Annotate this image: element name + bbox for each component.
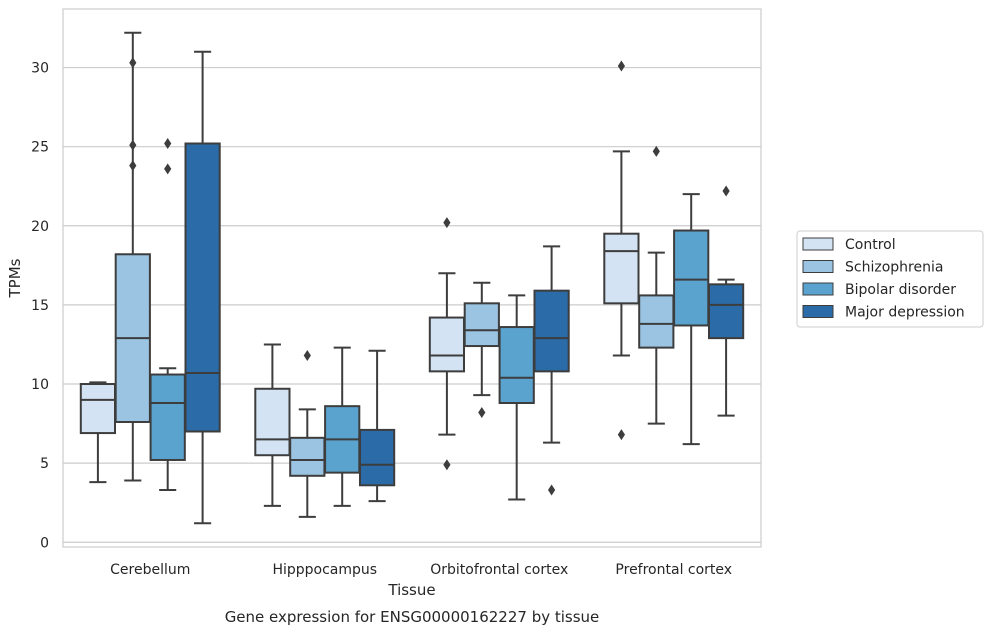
- series-bipolar-disorder: [149, 138, 710, 507]
- outlier-point: [129, 57, 137, 69]
- box: [673, 193, 710, 446]
- y-tick-label: 20: [31, 219, 49, 235]
- legend-item: Major depression: [802, 305, 965, 321]
- y-tick-label: 15: [31, 298, 49, 314]
- y-axis-title: TPMs: [6, 258, 24, 298]
- box-series: [79, 31, 745, 525]
- box: [184, 50, 221, 525]
- box: [428, 217, 466, 471]
- legend-label: Control: [845, 237, 896, 253]
- figure-caption: Gene expression for ENSG00000162227 by t…: [225, 608, 600, 626]
- x-tick-label: Prefrontal cortex: [615, 562, 732, 578]
- outlier-point: [722, 185, 730, 197]
- box: [324, 346, 361, 507]
- legend-swatch: [802, 237, 834, 251]
- series-major-depression: [184, 50, 745, 525]
- y-tick-label: 25: [31, 140, 49, 156]
- x-tick-labels: Cerebellum Hipppocampus Orbitofrontal cort…: [110, 562, 732, 578]
- box-body: [428, 316, 466, 373]
- box-body: [463, 302, 500, 348]
- legend-swatch: [802, 260, 834, 273]
- series-control: [79, 60, 640, 507]
- legend-frame: [796, 230, 984, 328]
- outlier-point: [443, 459, 451, 471]
- box-body: [673, 229, 710, 327]
- box-body: [254, 387, 291, 457]
- y-tick-label: 30: [31, 61, 49, 77]
- box-body: [707, 283, 745, 340]
- legend-item: Bipolar disorder: [802, 282, 956, 298]
- plot-frame: [62, 8, 762, 548]
- outlier-point: [617, 60, 625, 72]
- series-schizophrenia: [114, 31, 675, 518]
- box: [463, 281, 500, 418]
- box: [533, 245, 570, 496]
- box: [603, 60, 640, 441]
- y-tick-label: 5: [40, 456, 49, 472]
- box-body: [358, 428, 396, 487]
- legend-items: Control Schizophrenia Bipolar disorder Majo…: [802, 237, 965, 321]
- outlier-point: [303, 350, 311, 362]
- outlier-point: [652, 145, 660, 157]
- box-body: [289, 436, 326, 477]
- y-tick-label: 10: [31, 377, 49, 393]
- outlier-point: [129, 160, 137, 172]
- outlier-point: [617, 429, 625, 441]
- legend-label: Bipolar disorder: [845, 282, 956, 298]
- legend-swatch: [802, 305, 834, 318]
- box-body: [184, 142, 221, 433]
- legend: Control Schizophrenia Bipolar disorder Majo…: [796, 230, 984, 328]
- x-tick-label: Hipppocampus: [272, 562, 377, 578]
- box: [114, 31, 151, 482]
- box-body: [533, 289, 570, 373]
- x-tick-label: Cerebellum: [110, 562, 190, 578]
- box: [358, 349, 396, 503]
- box: [707, 185, 745, 417]
- legend-swatch: [802, 282, 834, 296]
- outlier-point: [129, 139, 137, 151]
- box-body: [498, 326, 535, 405]
- outlier-point: [443, 217, 451, 229]
- outlier-point: [164, 163, 172, 175]
- y-tick-label: 0: [40, 535, 49, 551]
- box: [498, 294, 535, 501]
- outlier-point: [478, 407, 486, 418]
- x-tick-label: Orbitofrontal cortex: [430, 562, 568, 578]
- y-tick-labels: 0 5 10 15 20 25 30: [31, 61, 49, 552]
- box: [149, 138, 186, 492]
- legend-item: Schizophrenia: [802, 260, 943, 276]
- box-body: [149, 373, 186, 461]
- legend-label: Schizophrenia: [845, 260, 943, 276]
- box: [289, 350, 326, 518]
- box-body: [79, 383, 117, 435]
- outlier-point: [548, 484, 556, 496]
- legend-label: Major depression: [845, 305, 965, 321]
- legend-item: Control: [802, 237, 896, 253]
- x-axis-title: Tissue: [387, 581, 435, 599]
- box-body: [638, 294, 675, 349]
- box-body: [603, 232, 640, 305]
- box: [254, 343, 291, 507]
- outlier-point: [164, 138, 172, 149]
